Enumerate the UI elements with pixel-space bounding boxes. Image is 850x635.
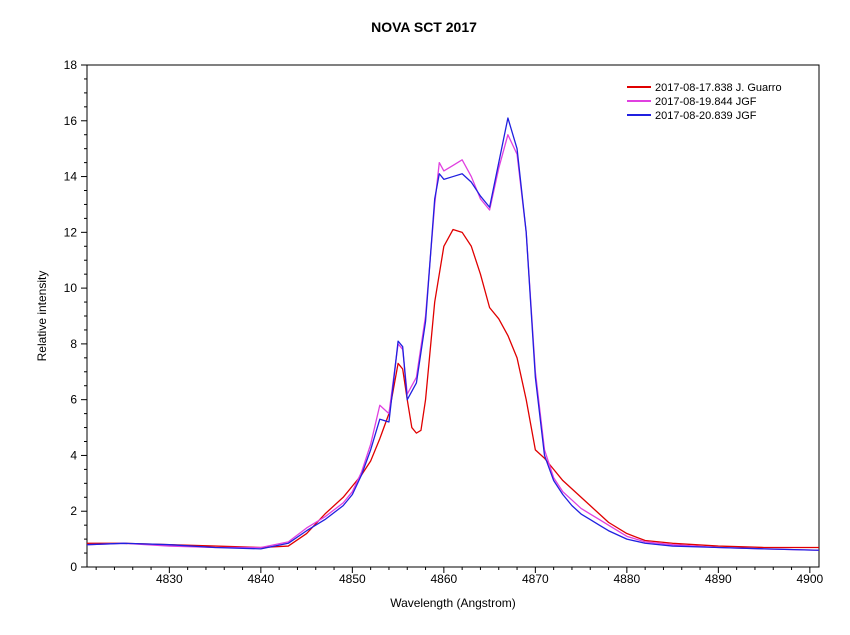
y-tick-label: 12 bbox=[64, 225, 78, 239]
y-tick-label: 2 bbox=[70, 504, 77, 518]
x-tick-label: 4890 bbox=[705, 572, 732, 586]
x-axis: 4830 4840 4850 4860 4870 4880 4890 4900 bbox=[95, 567, 824, 586]
x-axis-label: Wavelength (Angstrom) bbox=[390, 596, 516, 610]
y-tick-label: 6 bbox=[70, 393, 77, 407]
x-tick-label: 4850 bbox=[339, 572, 366, 586]
legend-label-2: 2017-08-19.844 JGF bbox=[655, 96, 757, 108]
x-tick-label: 4860 bbox=[430, 572, 457, 586]
y-tick-label: 10 bbox=[64, 281, 78, 295]
legend-label-3: 2017-08-20.839 JGF bbox=[655, 110, 757, 122]
y-axis: 0 2 4 6 8 10 12 14 16 18 bbox=[64, 58, 87, 574]
legend-label-1: 2017-08-17.838 J. Guarro bbox=[655, 82, 782, 94]
series-line-2 bbox=[87, 134, 819, 551]
x-tick-label: 4880 bbox=[613, 572, 640, 586]
legend: 2017-08-17.838 J. Guarro 2017-08-19.844 J… bbox=[627, 82, 782, 122]
y-tick-label: 0 bbox=[70, 560, 77, 574]
x-tick-label: 4830 bbox=[156, 572, 183, 586]
plot-area-frame bbox=[86, 64, 820, 568]
y-tick-label: 4 bbox=[70, 448, 77, 462]
x-tick-label: 4840 bbox=[247, 572, 274, 586]
chart-title: NOVA SCT 2017 bbox=[371, 19, 477, 35]
y-tick-label: 14 bbox=[64, 170, 78, 184]
series-line-1 bbox=[87, 228, 819, 549]
y-tick-label: 8 bbox=[70, 337, 77, 351]
y-tick-label: 18 bbox=[64, 58, 78, 72]
y-axis-label: Relative intensity bbox=[35, 271, 49, 362]
series-line-3 bbox=[87, 117, 819, 551]
x-tick-label: 4870 bbox=[522, 572, 549, 586]
series-group bbox=[87, 117, 819, 551]
x-tick-label: 4900 bbox=[796, 572, 823, 586]
y-tick-label: 16 bbox=[64, 114, 78, 128]
